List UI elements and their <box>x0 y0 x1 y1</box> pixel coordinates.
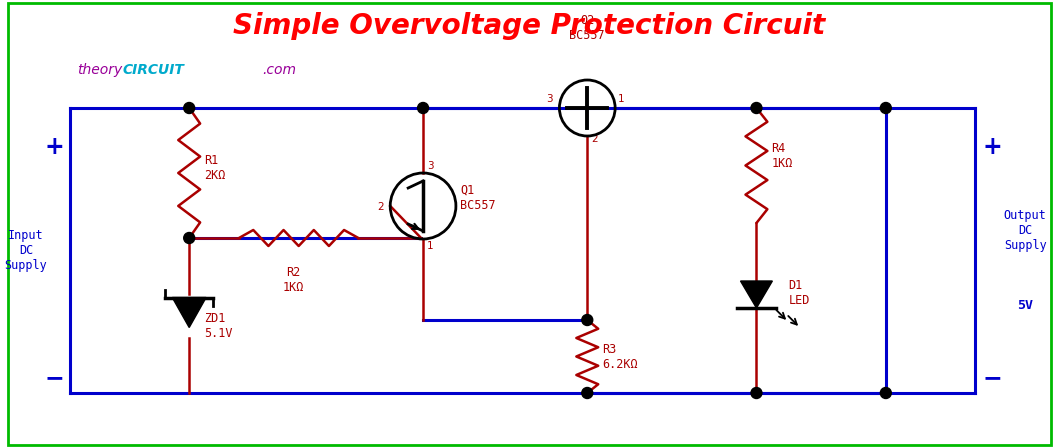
Circle shape <box>417 103 429 113</box>
Text: R3
6.2KΩ: R3 6.2KΩ <box>602 343 638 370</box>
Text: 3: 3 <box>427 161 433 171</box>
Text: ZD1
5.1V: ZD1 5.1V <box>204 311 233 340</box>
Text: Input
DC
Supply: Input DC Supply <box>4 229 47 272</box>
Text: R4
1KΩ: R4 1KΩ <box>772 142 793 169</box>
Circle shape <box>582 314 592 326</box>
Text: CIRCUIT: CIRCUIT <box>122 63 184 77</box>
Circle shape <box>750 388 762 399</box>
Polygon shape <box>172 297 207 327</box>
Text: 1: 1 <box>427 241 433 251</box>
Text: theory: theory <box>77 63 122 77</box>
Circle shape <box>750 103 762 113</box>
Text: R2
1KΩ: R2 1KΩ <box>284 266 305 294</box>
Text: −: − <box>982 366 1002 390</box>
Text: 3: 3 <box>546 94 552 104</box>
Text: 2: 2 <box>377 202 385 212</box>
Circle shape <box>880 388 892 399</box>
Text: 2: 2 <box>591 134 598 144</box>
Circle shape <box>183 103 195 113</box>
Text: Q2
BC557: Q2 BC557 <box>569 14 605 42</box>
Circle shape <box>582 388 592 399</box>
Circle shape <box>183 233 195 244</box>
Text: R1
2KΩ: R1 2KΩ <box>204 154 226 182</box>
Text: D1
LED: D1 LED <box>788 279 809 307</box>
Text: +: + <box>982 135 1002 159</box>
Text: 5V: 5V <box>1017 299 1033 312</box>
Text: +: + <box>44 135 64 159</box>
Text: Output
DC
Supply: Output DC Supply <box>1003 209 1047 252</box>
Text: Simple Overvoltage Protection Circuit: Simple Overvoltage Protection Circuit <box>233 12 825 40</box>
Circle shape <box>880 103 892 113</box>
Polygon shape <box>741 281 773 308</box>
Text: Q1
BC557: Q1 BC557 <box>460 184 495 212</box>
Text: −: − <box>44 366 64 390</box>
Text: .com: .com <box>261 63 296 77</box>
Text: 1: 1 <box>618 94 625 104</box>
